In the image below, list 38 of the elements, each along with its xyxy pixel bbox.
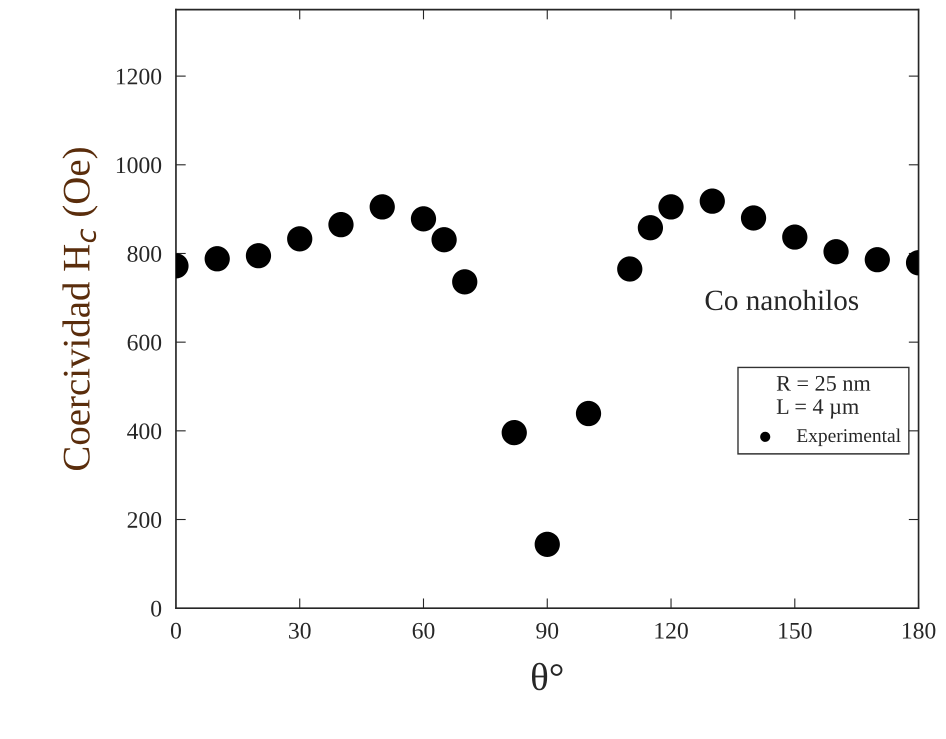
legend-label: Experimental bbox=[796, 428, 901, 446]
point bbox=[782, 224, 808, 250]
point bbox=[658, 194, 684, 220]
x-tick-label: 30 bbox=[289, 622, 311, 639]
y-tick-label: 1200 bbox=[116, 68, 162, 85]
x-tick-label: 0 bbox=[170, 622, 181, 639]
point bbox=[502, 420, 527, 446]
x-tick-label: 60 bbox=[412, 622, 434, 639]
legend-title: R = 25 nm L = 4 µm bbox=[776, 376, 870, 419]
y-tick-label: 800 bbox=[128, 246, 162, 262]
point bbox=[617, 256, 642, 282]
point bbox=[740, 205, 766, 231]
y-tick-label: 0 bbox=[151, 600, 162, 617]
point bbox=[328, 212, 354, 238]
point bbox=[410, 206, 436, 232]
point bbox=[287, 226, 312, 252]
x-tick-label: 180 bbox=[902, 622, 936, 639]
x-axis-title: θ° bbox=[532, 662, 562, 690]
point bbox=[823, 239, 849, 264]
point bbox=[534, 532, 560, 557]
y-tick-label: 1000 bbox=[116, 157, 162, 174]
point bbox=[864, 247, 890, 272]
point bbox=[204, 246, 230, 272]
y-axis-title: Coercividad H$_{c}$ (Oe) bbox=[62, 148, 98, 470]
y-tick-label: 200 bbox=[128, 512, 162, 528]
x-tick-label: 120 bbox=[655, 622, 688, 639]
x-tick-label: 150 bbox=[779, 622, 812, 639]
y-tick-label: 400 bbox=[127, 423, 162, 440]
point bbox=[432, 227, 457, 252]
point bbox=[576, 400, 602, 426]
y-tick-label: 600 bbox=[128, 334, 162, 351]
x-tick-label: 90 bbox=[536, 622, 558, 639]
annotation: Co nanohilos bbox=[706, 290, 858, 310]
point bbox=[246, 243, 272, 268]
point bbox=[700, 188, 725, 214]
point bbox=[638, 215, 664, 240]
point bbox=[370, 194, 395, 220]
point bbox=[452, 269, 478, 294]
